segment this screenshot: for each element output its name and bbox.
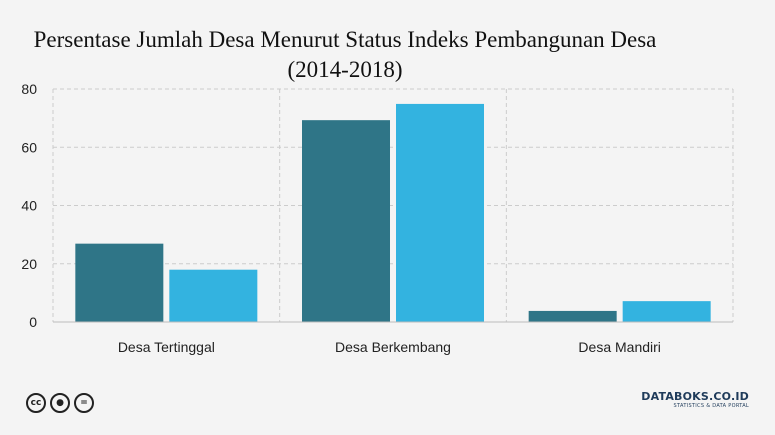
y-tick-label: 20: [21, 256, 37, 272]
y-tick-label: 40: [21, 198, 37, 214]
bar: [302, 120, 390, 322]
brand-name: DATABOKS.CO.ID: [641, 390, 749, 403]
bar: [396, 103, 484, 322]
creative-commons-icon: cc: [26, 393, 46, 413]
chart-subtitle: (2014-2018): [287, 57, 403, 82]
chart-title-block: Persentase Jumlah Desa Menurut Status In…: [0, 25, 690, 85]
license-icons: cc ● =: [26, 393, 94, 413]
bar: [169, 269, 258, 322]
bar: [75, 243, 164, 322]
bar-chart: 0 20 40 60 80 Desa Tertinggal Desa Berkembang D…: [21, 81, 734, 355]
bar: [622, 301, 711, 322]
bar: [528, 310, 617, 322]
brand-tagline: STATISTICS & DATA PORTAL: [673, 403, 749, 409]
y-tick-label: 0: [29, 314, 37, 330]
chart-title: Persentase Jumlah Desa Menurut Status In…: [33, 27, 657, 52]
y-tick-label: 60: [21, 139, 37, 155]
attribution-icon: ●: [50, 393, 70, 413]
y-tick-label: 80: [21, 81, 37, 97]
brand-logo: DATABOKS.CO.ID STATISTICS & DATA PORTAL: [641, 390, 749, 409]
x-tick-label: Desa Mandiri: [578, 339, 660, 355]
x-tick-label: Desa Tertinggal: [118, 339, 215, 355]
no-derivatives-icon: =: [74, 393, 94, 413]
x-tick-label: Desa Berkembang: [335, 339, 451, 355]
